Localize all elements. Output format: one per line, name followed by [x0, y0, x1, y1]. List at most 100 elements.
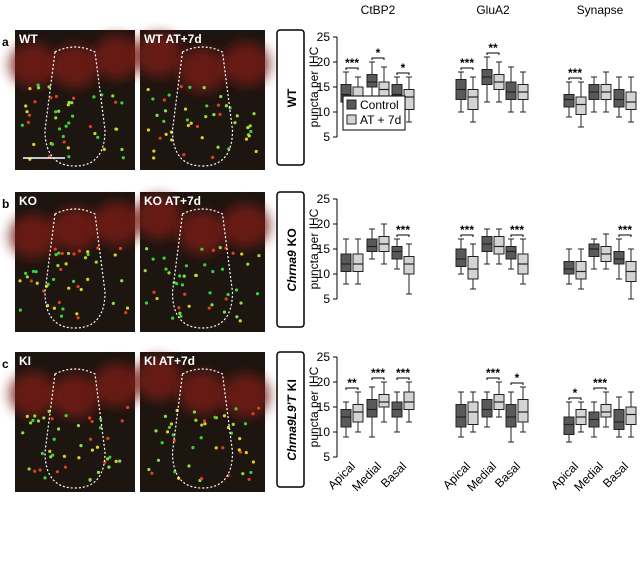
image-label: WT AT+7d: [144, 32, 202, 46]
puncta: [33, 414, 37, 418]
sig-bracket: [396, 234, 410, 237]
micrograph: WT: [9, 30, 141, 170]
puncta: [211, 248, 216, 252]
puncta: [33, 100, 37, 104]
nucleus: [9, 371, 57, 416]
y-axis-label: puncta per IHC: [307, 208, 321, 289]
y-tick-label: 5: [323, 450, 330, 464]
y-axis-label: puncta per IHC: [307, 366, 321, 447]
puncta: [221, 446, 225, 450]
sig-bracket: [396, 72, 410, 75]
puncta: [49, 96, 53, 100]
puncta: [151, 97, 155, 101]
y-tick-label: 15: [317, 400, 331, 414]
puncta: [61, 307, 65, 311]
puncta: [178, 274, 182, 278]
puncta: [59, 267, 63, 272]
puncta: [216, 103, 221, 107]
puncta: [105, 457, 110, 461]
puncta: [126, 405, 130, 409]
puncta: [86, 277, 90, 281]
box: [505, 246, 517, 260]
puncta: [56, 263, 60, 268]
box: [600, 404, 612, 418]
puncta: [25, 414, 29, 418]
y-tick-label: 20: [317, 217, 331, 231]
puncta: [93, 131, 97, 136]
cell-outline: [44, 46, 106, 167]
puncta: [233, 121, 237, 125]
puncta: [147, 467, 151, 472]
puncta: [178, 311, 182, 315]
puncta: [214, 446, 218, 450]
puncta: [162, 256, 166, 260]
x-tick-label: Basal: [378, 459, 409, 490]
puncta: [204, 115, 208, 119]
puncta: [235, 114, 239, 118]
puncta: [169, 422, 174, 426]
puncta: [222, 310, 227, 314]
puncta: [43, 476, 47, 480]
box: [625, 406, 637, 425]
puncta: [200, 247, 204, 251]
sig-bracket: [345, 387, 359, 390]
puncta: [31, 269, 36, 274]
puncta: [240, 252, 244, 256]
puncta: [231, 422, 235, 426]
puncta: [114, 127, 118, 131]
puncta: [162, 98, 166, 102]
sig-label: *: [376, 46, 381, 60]
sig-bracket: [486, 377, 500, 380]
legend-swatch: [346, 99, 357, 110]
puncta: [219, 94, 223, 99]
sig-bracket: [618, 234, 632, 237]
cell-outline: [44, 208, 106, 329]
genotype-part: Chrna9L9′T: [285, 394, 299, 461]
box: [613, 409, 625, 430]
genotype-box: [276, 351, 305, 488]
sig-bracket: [486, 52, 500, 55]
puncta: [195, 124, 200, 129]
puncta: [222, 414, 227, 418]
puncta: [118, 246, 123, 251]
image-label: KO AT+7d: [144, 194, 201, 208]
nucleus: [93, 35, 141, 80]
box: [391, 246, 403, 260]
puncta: [18, 279, 22, 283]
puncta: [247, 477, 251, 482]
puncta: [53, 247, 57, 251]
puncta: [231, 251, 235, 255]
puncta: [76, 284, 80, 289]
puncta: [165, 430, 170, 434]
puncta: [87, 416, 92, 420]
puncta: [179, 85, 183, 89]
puncta: [152, 156, 156, 160]
sig-label: ***: [618, 223, 632, 237]
puncta: [182, 153, 186, 157]
puncta: [184, 264, 189, 268]
puncta: [77, 456, 81, 460]
puncta: [86, 250, 90, 254]
y-tick-label: 20: [317, 55, 331, 69]
sig-label: *: [515, 371, 520, 385]
sig-bracket: [345, 67, 359, 70]
puncta: [60, 251, 64, 256]
puncta: [238, 319, 242, 323]
puncta: [57, 251, 61, 255]
puncta: [64, 124, 68, 128]
puncta: [36, 86, 41, 90]
puncta: [257, 406, 261, 410]
nucleus: [9, 42, 57, 87]
puncta: [31, 418, 35, 423]
image-label: KI: [19, 354, 31, 368]
puncta: [194, 418, 198, 422]
sig-bracket: [371, 57, 385, 60]
puncta: [186, 123, 190, 128]
puncta: [171, 316, 175, 320]
puncta: [18, 308, 22, 312]
box: [563, 94, 575, 108]
puncta: [251, 412, 255, 416]
puncta: [29, 279, 33, 283]
puncta: [29, 421, 33, 425]
column-title: CtBP2: [361, 3, 396, 17]
